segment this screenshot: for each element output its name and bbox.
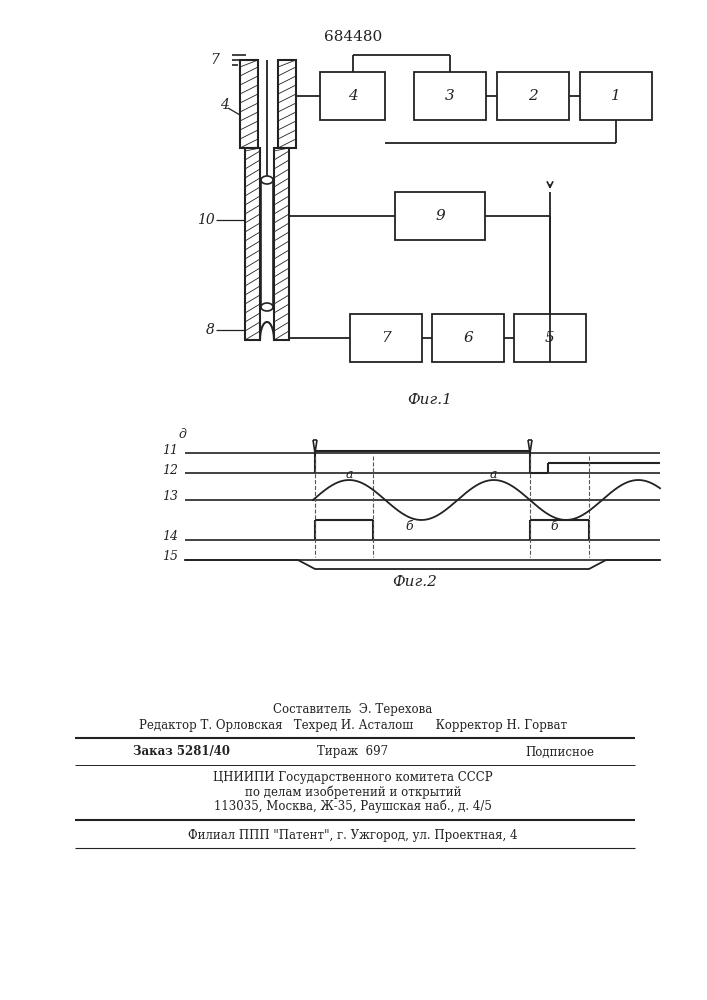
Bar [278, 60, 296, 148]
Text: Составитель  Э. Терехова: Составитель Э. Терехова [274, 704, 433, 716]
Text: а: а [346, 468, 353, 481]
Text: по делам изобретений и открытий: по делам изобретений и открытий [245, 785, 461, 799]
Bar [320, 72, 385, 120]
Text: 1: 1 [611, 89, 621, 103]
Bar [245, 148, 260, 340]
Text: 10: 10 [197, 213, 215, 227]
Bar [497, 72, 569, 120]
Bar [432, 314, 504, 362]
Text: 113035, Москва, Ж-35, Раушская наб., д. 4/5: 113035, Москва, Ж-35, Раушская наб., д. … [214, 799, 492, 813]
Text: 11: 11 [162, 444, 178, 456]
Text: б: б [550, 520, 558, 532]
Text: 4: 4 [348, 89, 357, 103]
Text: а: а [490, 468, 498, 481]
Bar [350, 314, 422, 362]
Text: Подписное: Подписное [525, 746, 595, 758]
Ellipse shape [261, 176, 273, 184]
Text: 684480: 684480 [324, 30, 382, 44]
Text: Фиг.1: Фиг.1 [407, 393, 452, 407]
Text: д: д [178, 428, 186, 442]
Text: 4: 4 [220, 98, 228, 112]
Bar [240, 60, 258, 148]
Bar [395, 192, 485, 240]
Text: 6: 6 [463, 331, 473, 345]
Text: ЦНИИПИ Государственного комитета СССР: ЦНИИПИ Государственного комитета СССР [214, 772, 493, 784]
Text: 7: 7 [211, 53, 219, 67]
Text: 5: 5 [545, 331, 555, 345]
Text: Редактор Т. Орловская   Техред И. Асталош      Корректор Н. Горват: Редактор Т. Орловская Техред И. Асталош … [139, 718, 567, 732]
Bar [274, 148, 289, 340]
Text: 7: 7 [381, 331, 391, 345]
Text: Тираж  697: Тираж 697 [317, 746, 389, 758]
Ellipse shape [261, 303, 273, 311]
Text: Фиг.2: Фиг.2 [392, 575, 438, 589]
Text: 8: 8 [206, 323, 215, 337]
Text: 13: 13 [162, 490, 178, 504]
Text: 3: 3 [445, 89, 455, 103]
Text: Филиал ППП "Патент", г. Ужгород, ул. Проектная, 4: Филиал ППП "Патент", г. Ужгород, ул. Про… [188, 828, 518, 842]
Text: 2: 2 [528, 89, 538, 103]
Text: 14: 14 [162, 530, 178, 544]
Bar [261, 180, 273, 307]
Text: 12: 12 [162, 464, 178, 477]
Text: 9: 9 [435, 209, 445, 223]
Bar [414, 72, 486, 120]
Bar [514, 314, 586, 362]
Text: 15: 15 [162, 550, 178, 564]
Text: б: б [406, 520, 414, 532]
Bar [580, 72, 652, 120]
Text: Заказ 5281/40: Заказ 5281/40 [133, 746, 230, 758]
